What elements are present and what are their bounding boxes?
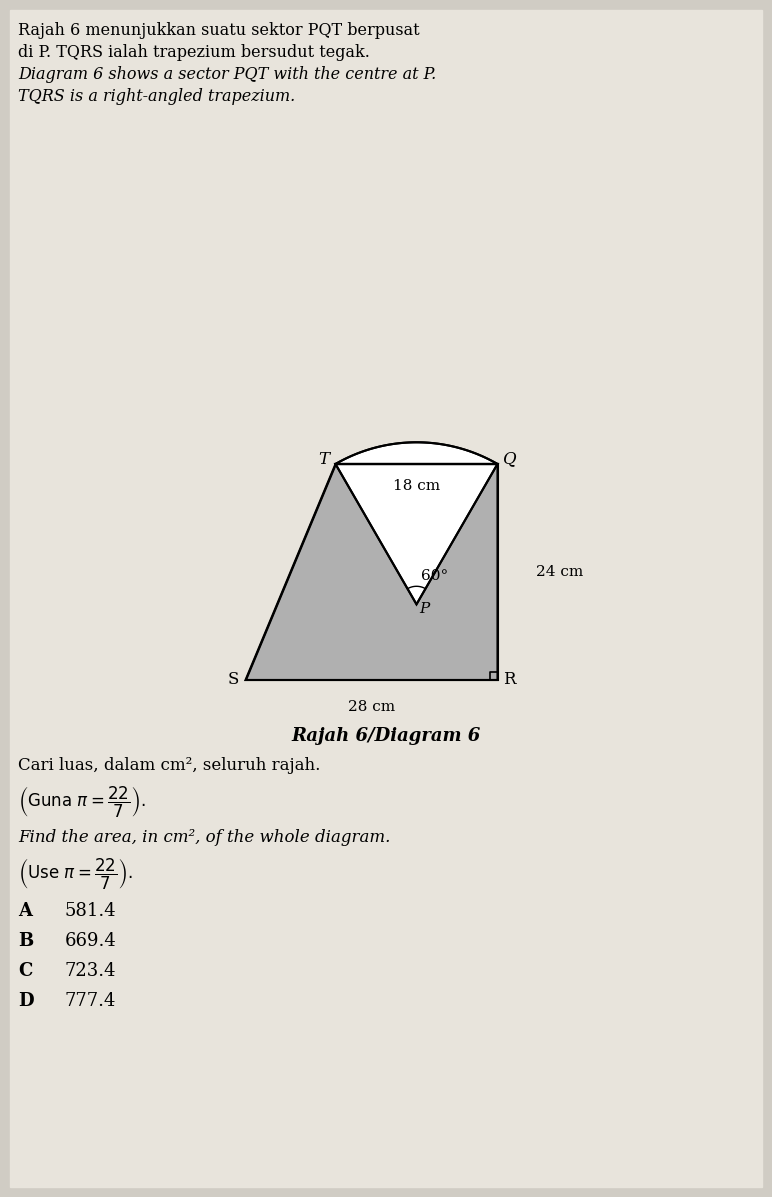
Text: S: S [228,672,239,688]
Text: P: P [419,602,430,616]
Text: B: B [18,932,33,950]
Text: TQRS is a right-angled trapezium.: TQRS is a right-angled trapezium. [18,89,295,105]
Text: T: T [318,450,329,468]
Text: 581.4: 581.4 [65,903,117,920]
Text: Q: Q [503,450,516,468]
Polygon shape [245,464,497,680]
Text: D: D [18,992,34,1010]
Polygon shape [336,464,497,604]
Text: A: A [18,903,32,920]
Text: 60°: 60° [422,570,449,583]
Text: 669.4: 669.4 [65,932,117,950]
Text: 18 cm: 18 cm [393,479,440,493]
Text: Diagram 6 shows a sector PQT with the centre at P.: Diagram 6 shows a sector PQT with the ce… [18,66,436,83]
Text: Find the area, in cm², of the whole diagram.: Find the area, in cm², of the whole diag… [18,830,391,846]
Text: $\left(\text{Guna } \pi = \dfrac{22}{7}\right).$: $\left(\text{Guna } \pi = \dfrac{22}{7}\… [18,785,146,820]
Text: R: R [503,672,516,688]
Text: C: C [18,962,32,980]
Polygon shape [336,443,497,464]
Text: 723.4: 723.4 [65,962,117,980]
Text: $\left(\text{Use } \pi = \dfrac{22}{7}\right).$: $\left(\text{Use } \pi = \dfrac{22}{7}\r… [18,857,133,892]
Text: 24 cm: 24 cm [536,565,583,579]
Text: di P. TQRS ialah trapezium bersudut tegak.: di P. TQRS ialah trapezium bersudut tega… [18,44,370,61]
Text: Rajah 6 menunjukkan suatu sektor PQT berpusat: Rajah 6 menunjukkan suatu sektor PQT ber… [18,22,420,40]
Text: 28 cm: 28 cm [348,700,395,713]
Text: Cari luas, dalam cm², seluruh rajah.: Cari luas, dalam cm², seluruh rajah. [18,757,320,774]
Text: 777.4: 777.4 [65,992,117,1010]
Text: Rajah 6/Diagram 6: Rajah 6/Diagram 6 [291,727,481,745]
